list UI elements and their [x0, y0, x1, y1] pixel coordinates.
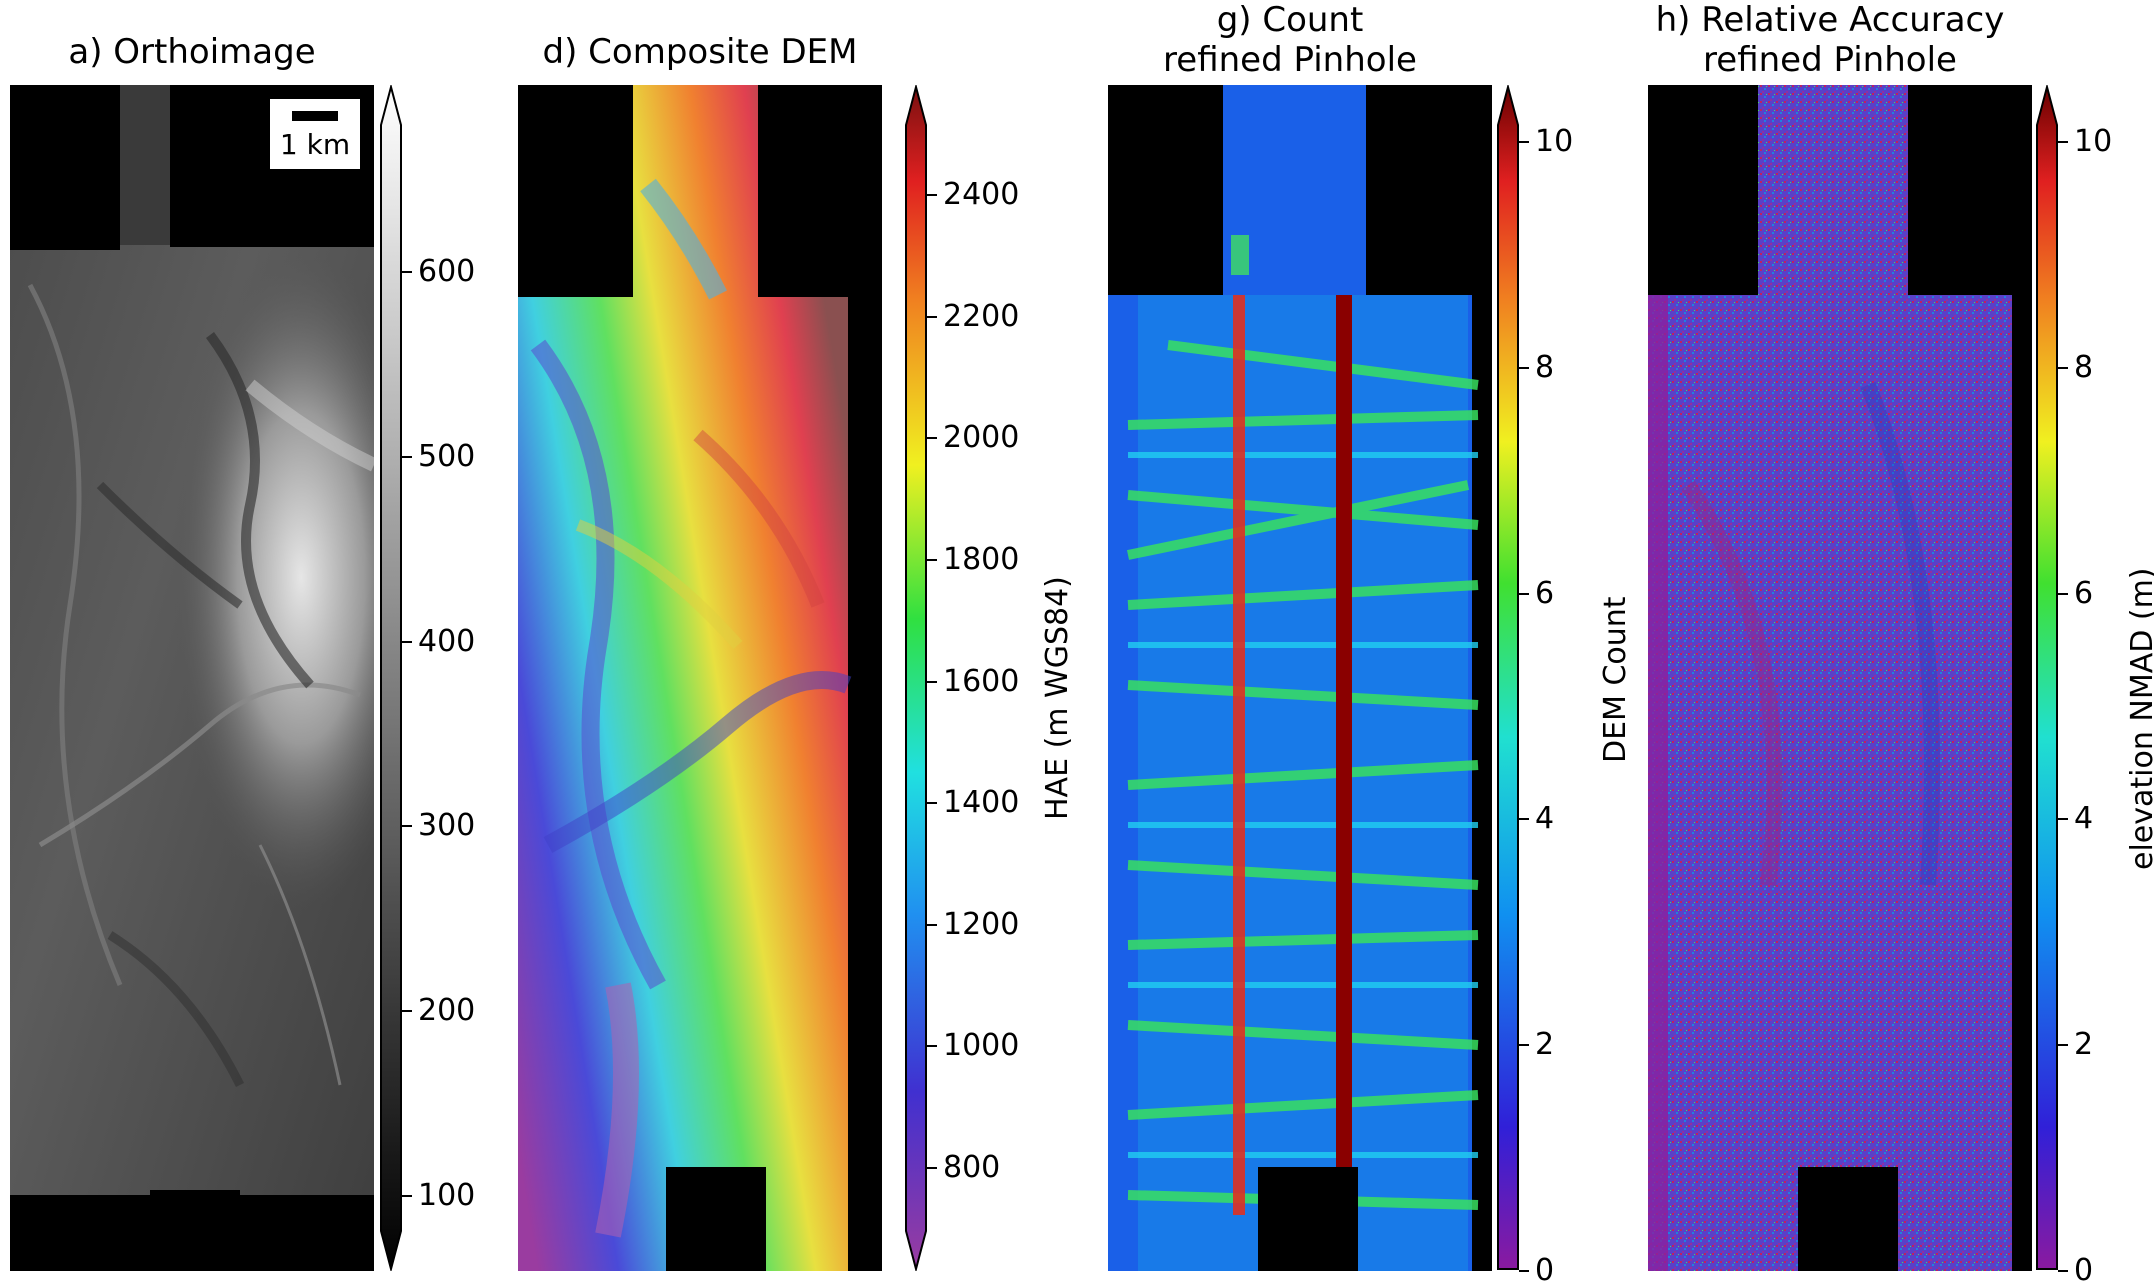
colorbar-tick-mark [927, 1167, 937, 1169]
colorbar-tick-mark [402, 455, 412, 458]
colorbar-tick-label: 300 [418, 808, 476, 844]
colorbar-tick-mark [2058, 592, 2068, 595]
colorbar-tick-mark [402, 1010, 412, 1013]
dem-count-map [1108, 85, 1492, 1271]
colorbar-tick-mark [927, 1045, 937, 1048]
colorbar-tick-mark [2058, 818, 2068, 821]
colorbar-tick-mark [2058, 141, 2068, 143]
panel-h-title-line-1: h) Relative Accuracy [1655, 0, 2005, 40]
panel-a-title-line-1: a) Orthoimage [68, 32, 316, 72]
panel-g-title-line-1: g) Count [1216, 0, 1364, 40]
scale-bar: 1 km [268, 97, 362, 171]
panel-g-colorbar-label: DEM Count [1598, 596, 1633, 763]
colorbar-tick-label: 1200 [943, 906, 1020, 942]
colorbar-tick-label: 10 [2074, 124, 2113, 159]
panel-h-colorbar [2036, 83, 2058, 1271]
colorbar-tick-label: 500 [418, 438, 476, 474]
panel-a-title: a) Orthoimage [10, 32, 374, 72]
colorbar-tick-label: 4 [1535, 801, 1555, 837]
colorbar-tick-mark [927, 315, 937, 318]
colorbar-tick-label: 1000 [943, 1028, 1020, 1064]
colorbar-tick-mark [927, 194, 937, 196]
colorbar-tick-label: 1800 [943, 541, 1020, 577]
panel-g-colorbar [1497, 83, 1519, 1271]
panel-h-title: h) Relative Accuracy refined Pinhole [1648, 0, 2012, 80]
panel-d-colorbar [905, 83, 927, 1273]
panel-h-title-line-2: refined Pinhole [1703, 40, 1957, 80]
colorbar-tick-mark [1519, 366, 1529, 369]
colorbar-tick-mark [402, 640, 412, 643]
elevation-nmad-map [1648, 85, 2032, 1271]
colorbar-tick-mark [402, 1195, 412, 1197]
panel-a-colorbar [380, 83, 402, 1273]
colorbar-tick-label: 100 [418, 1178, 476, 1213]
colorbar-tick-mark [2058, 1270, 2068, 1272]
colorbar-tick-label: 2 [2074, 1027, 2094, 1063]
colorbar-tick-label: 6 [1535, 575, 1555, 611]
colorbar-tick-mark [1519, 1044, 1529, 1047]
colorbar-tick-label: 6 [2074, 575, 2094, 611]
panel-d-title: d) Composite DEM [518, 32, 882, 72]
panel-d-title-line-1: d) Composite DEM [542, 32, 858, 72]
colorbar-tick-label: 10 [1535, 124, 1574, 159]
colorbar-tick-mark [1519, 818, 1529, 821]
colorbar-tick-label: 0 [1535, 1253, 1555, 1288]
panel-g-title: g) Count refined Pinhole [1108, 0, 1472, 80]
scale-bar-line [292, 111, 338, 121]
panel-d-colorbar-label: HAE (m WGS84) [1040, 576, 1075, 820]
colorbar-tick-label: 1600 [943, 663, 1020, 699]
colorbar-tick-mark [927, 680, 937, 683]
colorbar-tick-label: 1400 [943, 785, 1020, 821]
orthoimage-map: 1 km [10, 85, 374, 1271]
colorbar-tick-mark [927, 558, 937, 561]
panel-h-colorbar-label: elevation NMAD (m) [2125, 567, 2154, 870]
scale-bar-label: 1 km [279, 128, 351, 161]
colorbar-tick-mark [927, 802, 937, 805]
panel-g-title-line-2: refined Pinhole [1163, 40, 1417, 80]
colorbar-tick-label: 800 [943, 1150, 1001, 1185]
colorbar-tick-mark [1519, 1270, 1529, 1272]
colorbar-tick-label: 200 [418, 993, 476, 1029]
colorbar-tick-label: 2400 [943, 177, 1020, 212]
colorbar-tick-mark [1519, 592, 1529, 595]
colorbar-tick-label: 2200 [943, 298, 1020, 334]
colorbar-tick-mark [1519, 141, 1529, 143]
colorbar-tick-label: 600 [418, 254, 476, 289]
colorbar-tick-mark [927, 437, 937, 440]
colorbar-tick-label: 4 [2074, 801, 2094, 837]
colorbar-tick-label: 8 [2074, 349, 2094, 385]
colorbar-tick-label: 400 [418, 623, 476, 659]
colorbar-tick-label: 2000 [943, 420, 1020, 456]
composite-dem-map [518, 85, 882, 1271]
colorbar-tick-mark [2058, 1044, 2068, 1047]
colorbar-tick-label: 0 [2074, 1253, 2094, 1288]
colorbar-tick-mark [927, 923, 937, 926]
colorbar-tick-label: 2 [1535, 1027, 1555, 1063]
colorbar-tick-mark [2058, 366, 2068, 369]
colorbar-tick-mark [402, 825, 412, 828]
colorbar-tick-mark [402, 271, 412, 273]
colorbar-tick-label: 8 [1535, 349, 1555, 385]
